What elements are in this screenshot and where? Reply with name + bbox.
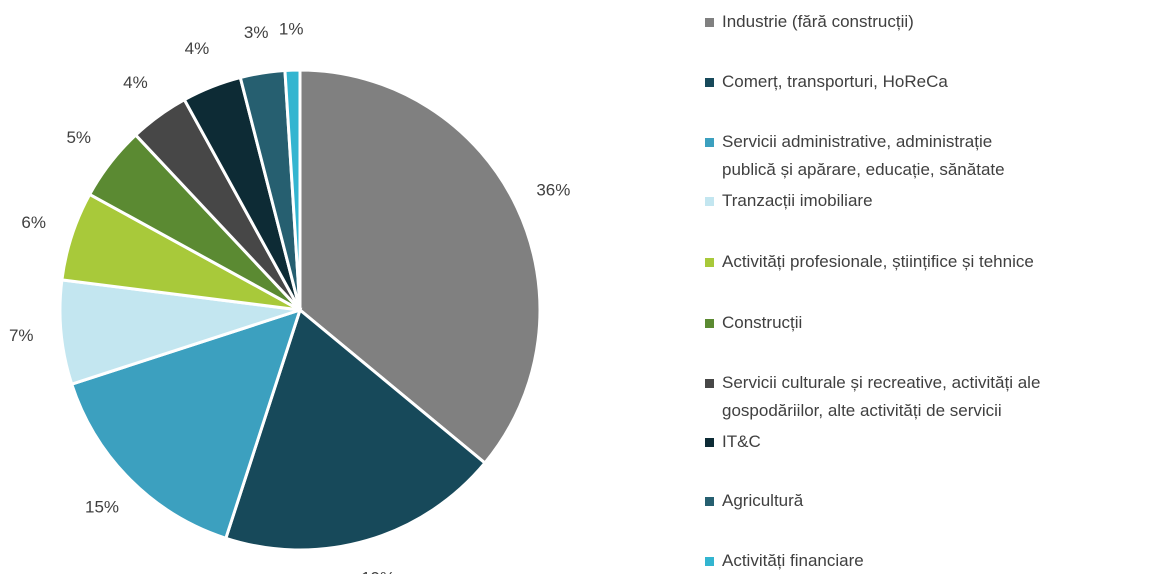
legend-item: Construcții [700, 309, 802, 337]
legend-item: Servicii culturale și recreative, activi… [700, 369, 1040, 425]
pie-slice [283, 68, 302, 311]
data-label: 1% [279, 20, 304, 39]
legend-label: Activități financiare [722, 551, 864, 570]
legend-item: Comerț, transporturi, HoReCa [700, 68, 948, 96]
data-label: 19% [361, 568, 395, 574]
legend-label: Tranzacții imobiliare [722, 191, 873, 210]
legend-label: Comerț, transporturi, HoReCa [722, 72, 948, 91]
legend-item: Activități financiare [700, 547, 864, 575]
legend-swatch [705, 497, 714, 506]
legend-swatch [705, 557, 714, 566]
pie-slice [58, 278, 301, 387]
legend-swatch [705, 379, 714, 388]
legend-label: Construcții [722, 313, 803, 332]
data-label: 15% [85, 497, 119, 516]
data-label: 4% [185, 39, 210, 58]
legend-item: Activități profesionale, științifice și … [700, 248, 1034, 276]
legend-label: Activități profesionale, științifice și … [722, 252, 1034, 271]
legend-swatch [705, 18, 714, 27]
legend-item: Industrie (fără construcții) [700, 8, 914, 36]
pie-slice [223, 307, 488, 552]
legend-item: Servicii administrative, administrație p… [700, 128, 1005, 184]
pie-slice [298, 68, 542, 466]
data-label: 36% [536, 180, 570, 199]
data-label: 6% [21, 213, 46, 232]
legend-label: Servicii culturale și recreative, activi… [722, 373, 1041, 420]
data-label: 3% [244, 23, 269, 42]
legend-swatch [705, 138, 714, 147]
legend-item: Agricultură [700, 487, 803, 515]
legend-item: Tranzacții imobiliare [700, 187, 873, 215]
legend-label: Industrie (fără construcții) [722, 12, 914, 31]
legend-swatch [705, 78, 714, 87]
data-label: 5% [66, 128, 91, 147]
data-label: 4% [123, 73, 148, 92]
legend-swatch [705, 197, 714, 206]
legend-label: Agricultură [722, 491, 804, 510]
legend-swatch [705, 258, 714, 267]
legend-swatch [705, 438, 714, 447]
legend-label: Servicii administrative, administrație p… [722, 132, 1005, 179]
pie-area: 36% 19% 15% 7% 6% 5% 4% 4% 3% 1% [9, 20, 570, 574]
legend-swatch [705, 319, 714, 328]
legend-item: IT&C [700, 428, 761, 456]
data-label: 7% [9, 326, 34, 345]
legend-label: IT&C [722, 432, 761, 451]
